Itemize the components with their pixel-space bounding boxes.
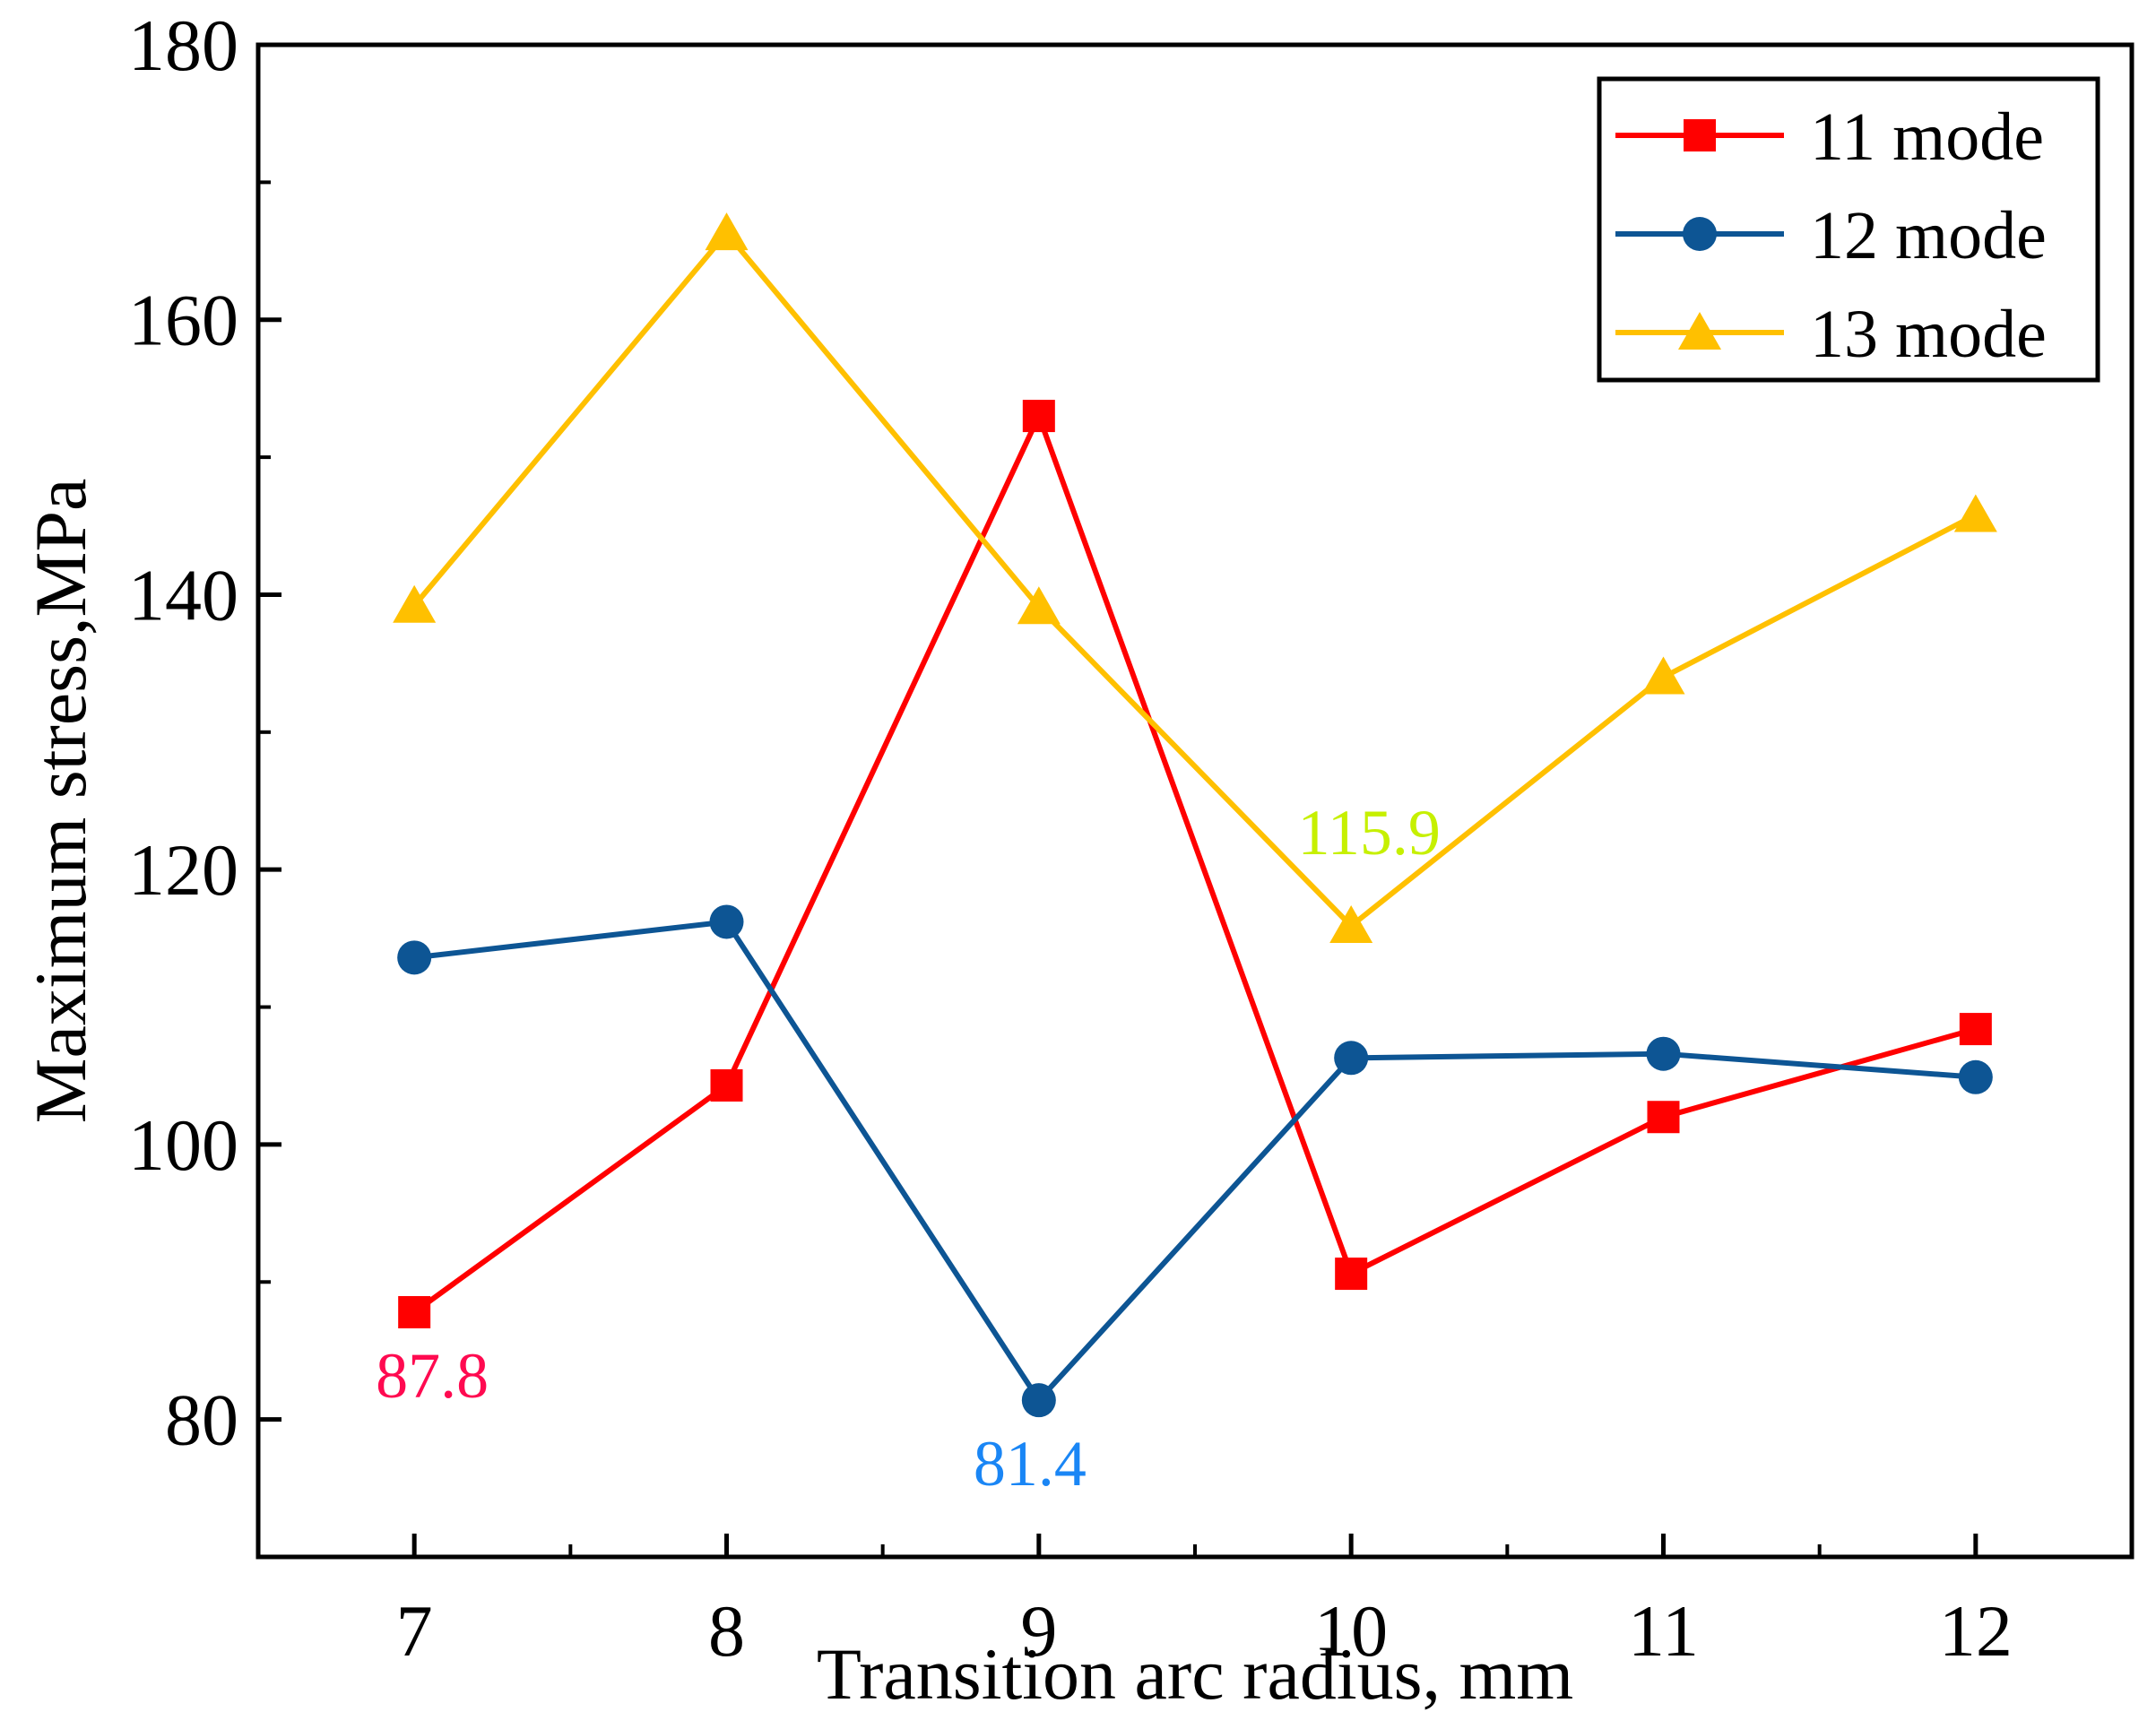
- data-label: 81.4: [974, 1428, 1087, 1500]
- x-tick-label: 8: [708, 1590, 745, 1672]
- series-0: [398, 400, 1992, 1329]
- x-tick-label: 12: [1939, 1590, 2013, 1672]
- axes-layer: 7 8 9 10 11 12 80 100 120 140 160 180: [128, 4, 2013, 1672]
- series-layer: [393, 212, 1997, 1418]
- data-labels-layer: 87.8 81.4 115.9: [376, 797, 1441, 1500]
- x-tick-label: 11: [1628, 1590, 1699, 1672]
- data-point: [1647, 1101, 1680, 1134]
- data-point: [1958, 1059, 1993, 1094]
- data-point: [1641, 656, 1685, 695]
- series-2: [393, 212, 1997, 944]
- series-line: [412, 409, 1977, 1315]
- data-point: [397, 940, 432, 975]
- data-point: [705, 212, 749, 251]
- x-tick-label: 9: [1020, 1590, 1057, 1672]
- series-line: [413, 919, 1977, 1405]
- data-point: [1959, 1013, 1992, 1046]
- data-point: [1334, 1041, 1369, 1076]
- legend-marker: [1684, 119, 1716, 151]
- data-point: [1017, 586, 1061, 625]
- data-label: 87.8: [376, 1340, 489, 1412]
- legend-label: 11 mode: [1810, 99, 2044, 175]
- x-tick-label: 10: [1314, 1590, 1388, 1672]
- series-1: [397, 904, 1993, 1418]
- data-point: [710, 1068, 743, 1102]
- data-label: 115.9: [1298, 797, 1441, 869]
- data-point: [393, 584, 437, 623]
- legend-marker: [1683, 217, 1717, 251]
- legend-item: 13 mode: [1615, 297, 2047, 372]
- y-axis-title: Maximum stress,MPa: [20, 479, 101, 1124]
- x-axis-title: Transition arc radius, mm: [817, 1633, 1573, 1715]
- data-point: [1646, 1036, 1681, 1071]
- y-tick-label: 160: [128, 280, 238, 361]
- legend-label: 12 mode: [1810, 198, 2047, 273]
- y-tick-label: 100: [128, 1104, 238, 1186]
- legend-label: 13 mode: [1810, 297, 2047, 372]
- legend-item: 11 mode: [1615, 99, 2044, 175]
- legend-marker: [1678, 312, 1721, 350]
- data-point: [709, 904, 744, 939]
- y-tick-label: 80: [165, 1379, 238, 1461]
- data-point: [1022, 400, 1055, 433]
- y-tick-label: 180: [128, 4, 238, 86]
- y-tick-label: 120: [128, 829, 238, 911]
- legend-item: 12 mode: [1615, 198, 2047, 273]
- y-tick-label: 140: [128, 554, 238, 635]
- data-point: [1329, 905, 1373, 944]
- x-tick-label: 7: [396, 1590, 433, 1672]
- data-point: [1021, 1383, 1056, 1418]
- legend: 11 mode 12 mode 13 mode: [1597, 76, 2100, 383]
- data-point: [1335, 1258, 1368, 1291]
- data-point: [398, 1296, 431, 1329]
- data-point: [1953, 494, 1997, 532]
- series-line: [411, 229, 1978, 930]
